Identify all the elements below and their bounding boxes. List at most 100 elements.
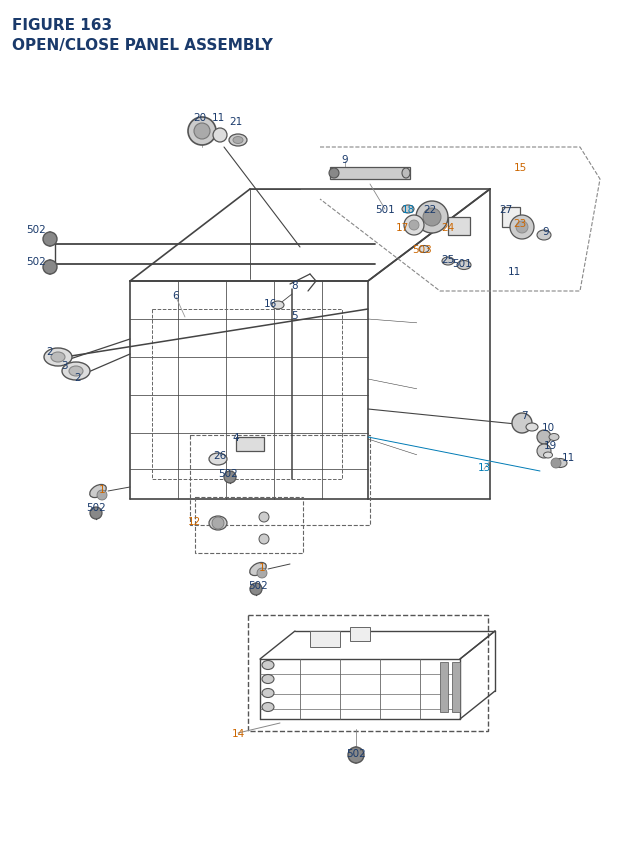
Bar: [440, 662, 448, 712]
Ellipse shape: [549, 434, 559, 441]
Circle shape: [224, 472, 236, 483]
Circle shape: [188, 118, 216, 146]
Text: 502: 502: [86, 503, 106, 512]
Text: OPEN/CLOSE PANEL ASSEMBLY: OPEN/CLOSE PANEL ASSEMBLY: [12, 38, 273, 53]
Ellipse shape: [543, 453, 552, 458]
Text: 9: 9: [543, 226, 549, 237]
Text: 502: 502: [26, 257, 46, 267]
Ellipse shape: [402, 206, 414, 214]
Bar: [448, 218, 470, 236]
Text: 5: 5: [291, 311, 298, 320]
Text: 23: 23: [513, 219, 527, 229]
Text: 16: 16: [264, 299, 276, 308]
Text: 7: 7: [521, 411, 527, 420]
Text: 11: 11: [508, 267, 520, 276]
Text: 4: 4: [233, 432, 239, 443]
Bar: [502, 208, 520, 228]
Circle shape: [259, 535, 269, 544]
Ellipse shape: [553, 459, 567, 468]
Circle shape: [250, 583, 262, 595]
Bar: [190, 436, 370, 525]
Text: FIGURE 163: FIGURE 163: [12, 18, 112, 33]
Circle shape: [212, 517, 224, 530]
Circle shape: [537, 430, 551, 444]
Circle shape: [97, 491, 107, 500]
Ellipse shape: [402, 169, 410, 179]
Text: 501: 501: [452, 258, 472, 269]
Text: 502: 502: [248, 580, 268, 591]
Ellipse shape: [262, 660, 274, 670]
Circle shape: [257, 568, 267, 579]
Bar: [310, 631, 340, 647]
Text: 1: 1: [259, 562, 266, 573]
Text: 2: 2: [75, 373, 81, 382]
Bar: [248, 616, 488, 731]
Ellipse shape: [272, 301, 284, 310]
Text: 502: 502: [218, 468, 238, 479]
Text: 11: 11: [211, 113, 225, 123]
Circle shape: [90, 507, 102, 519]
Ellipse shape: [262, 675, 274, 684]
Text: 10: 10: [541, 423, 555, 432]
Text: 18: 18: [401, 205, 415, 214]
Text: 27: 27: [499, 205, 513, 214]
Text: 17: 17: [396, 223, 408, 232]
Ellipse shape: [209, 517, 227, 530]
Circle shape: [43, 261, 57, 275]
Ellipse shape: [262, 703, 274, 712]
Circle shape: [516, 222, 528, 233]
Circle shape: [423, 208, 441, 226]
Text: 501: 501: [375, 205, 395, 214]
Bar: [236, 437, 264, 451]
Ellipse shape: [442, 257, 454, 266]
Text: 9: 9: [342, 155, 348, 164]
Ellipse shape: [250, 563, 266, 576]
Ellipse shape: [62, 362, 90, 381]
Circle shape: [194, 124, 210, 139]
Circle shape: [348, 747, 364, 763]
Circle shape: [43, 232, 57, 247]
Text: 502: 502: [346, 748, 366, 759]
Circle shape: [551, 458, 561, 468]
Ellipse shape: [537, 231, 551, 241]
Circle shape: [213, 129, 227, 143]
Text: 22: 22: [424, 205, 436, 214]
Text: 20: 20: [193, 113, 207, 123]
Ellipse shape: [329, 169, 339, 179]
Text: 8: 8: [292, 281, 298, 291]
Text: 6: 6: [173, 291, 179, 300]
Circle shape: [510, 216, 534, 239]
Ellipse shape: [69, 367, 83, 376]
Bar: [330, 168, 410, 180]
Ellipse shape: [419, 246, 429, 253]
Bar: [195, 498, 303, 554]
Ellipse shape: [526, 424, 538, 431]
Text: 21: 21: [229, 117, 243, 127]
Text: 24: 24: [442, 223, 454, 232]
Ellipse shape: [51, 353, 65, 362]
Text: 13: 13: [477, 462, 491, 473]
Text: 1: 1: [99, 485, 106, 494]
Text: 19: 19: [543, 441, 557, 450]
Ellipse shape: [233, 138, 243, 145]
Ellipse shape: [90, 485, 106, 498]
Text: 12: 12: [188, 517, 200, 526]
Circle shape: [512, 413, 532, 433]
Circle shape: [259, 512, 269, 523]
Ellipse shape: [44, 349, 72, 367]
Text: 15: 15: [513, 163, 527, 173]
Text: 25: 25: [442, 255, 454, 264]
Text: 502: 502: [26, 225, 46, 235]
Bar: [350, 628, 370, 641]
Circle shape: [404, 216, 424, 236]
Circle shape: [416, 201, 448, 233]
Bar: [452, 662, 460, 712]
Ellipse shape: [457, 261, 471, 270]
Text: 3: 3: [61, 361, 67, 370]
Text: 503: 503: [412, 245, 432, 255]
Text: 14: 14: [232, 728, 244, 738]
Text: 26: 26: [213, 450, 227, 461]
Ellipse shape: [229, 135, 247, 147]
Circle shape: [537, 444, 551, 458]
Text: 11: 11: [561, 453, 575, 462]
